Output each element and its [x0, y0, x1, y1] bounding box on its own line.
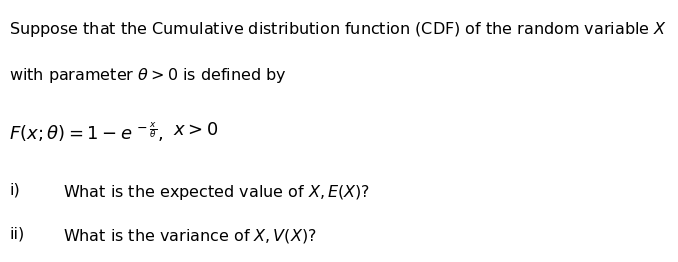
- Text: i): i): [9, 183, 20, 198]
- Text: $F(x;\theta) = 1 - e^{\,-\frac{x}{\theta}},$: $F(x;\theta) = 1 - e^{\,-\frac{x}{\theta…: [9, 121, 163, 144]
- Text: $x > 0$: $x > 0$: [173, 121, 218, 139]
- Text: Suppose that the Cumulative distribution function (CDF) of the random variable $: Suppose that the Cumulative distribution…: [9, 20, 667, 39]
- Text: with parameter $\theta > 0$ is defined by: with parameter $\theta > 0$ is defined b…: [9, 66, 287, 85]
- Text: What is the variance of $X, V(X)$?: What is the variance of $X, V(X)$?: [63, 227, 317, 245]
- Text: What is the expected value of $X, E(X)$?: What is the expected value of $X, E(X)$?: [63, 183, 370, 202]
- Text: ii): ii): [9, 227, 24, 242]
